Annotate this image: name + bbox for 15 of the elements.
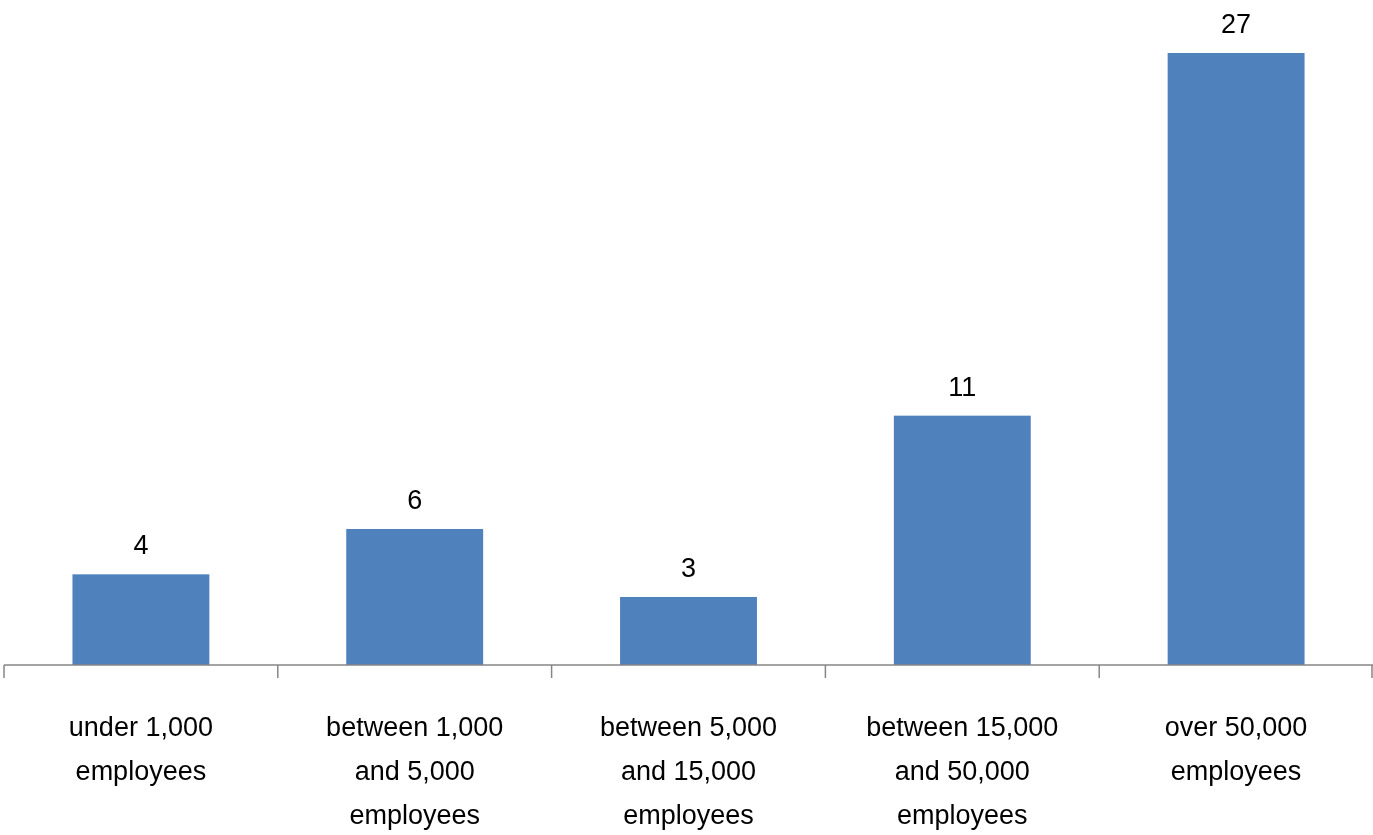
bar xyxy=(346,529,484,665)
data-label: 27 xyxy=(1221,9,1252,39)
x-tick-label: between 5,000 and 15,000 employees xyxy=(599,712,778,830)
bar xyxy=(72,574,210,665)
data-label: 11 xyxy=(948,371,977,402)
bar xyxy=(620,597,757,665)
x-tick-label: under 1,000 employees xyxy=(68,712,213,786)
bar xyxy=(893,415,1031,665)
data-label: 3 xyxy=(680,553,697,583)
x-tick-label: between 15,000 and 50,000 employees xyxy=(866,712,1059,830)
x-tick-label: between 1,000 and 5,000 employees xyxy=(326,712,504,830)
data-label: 6 xyxy=(407,485,423,515)
data-label: 4 xyxy=(133,530,149,561)
bar xyxy=(1167,53,1305,665)
x-tick-label: over 50,000 employees xyxy=(1164,712,1308,786)
